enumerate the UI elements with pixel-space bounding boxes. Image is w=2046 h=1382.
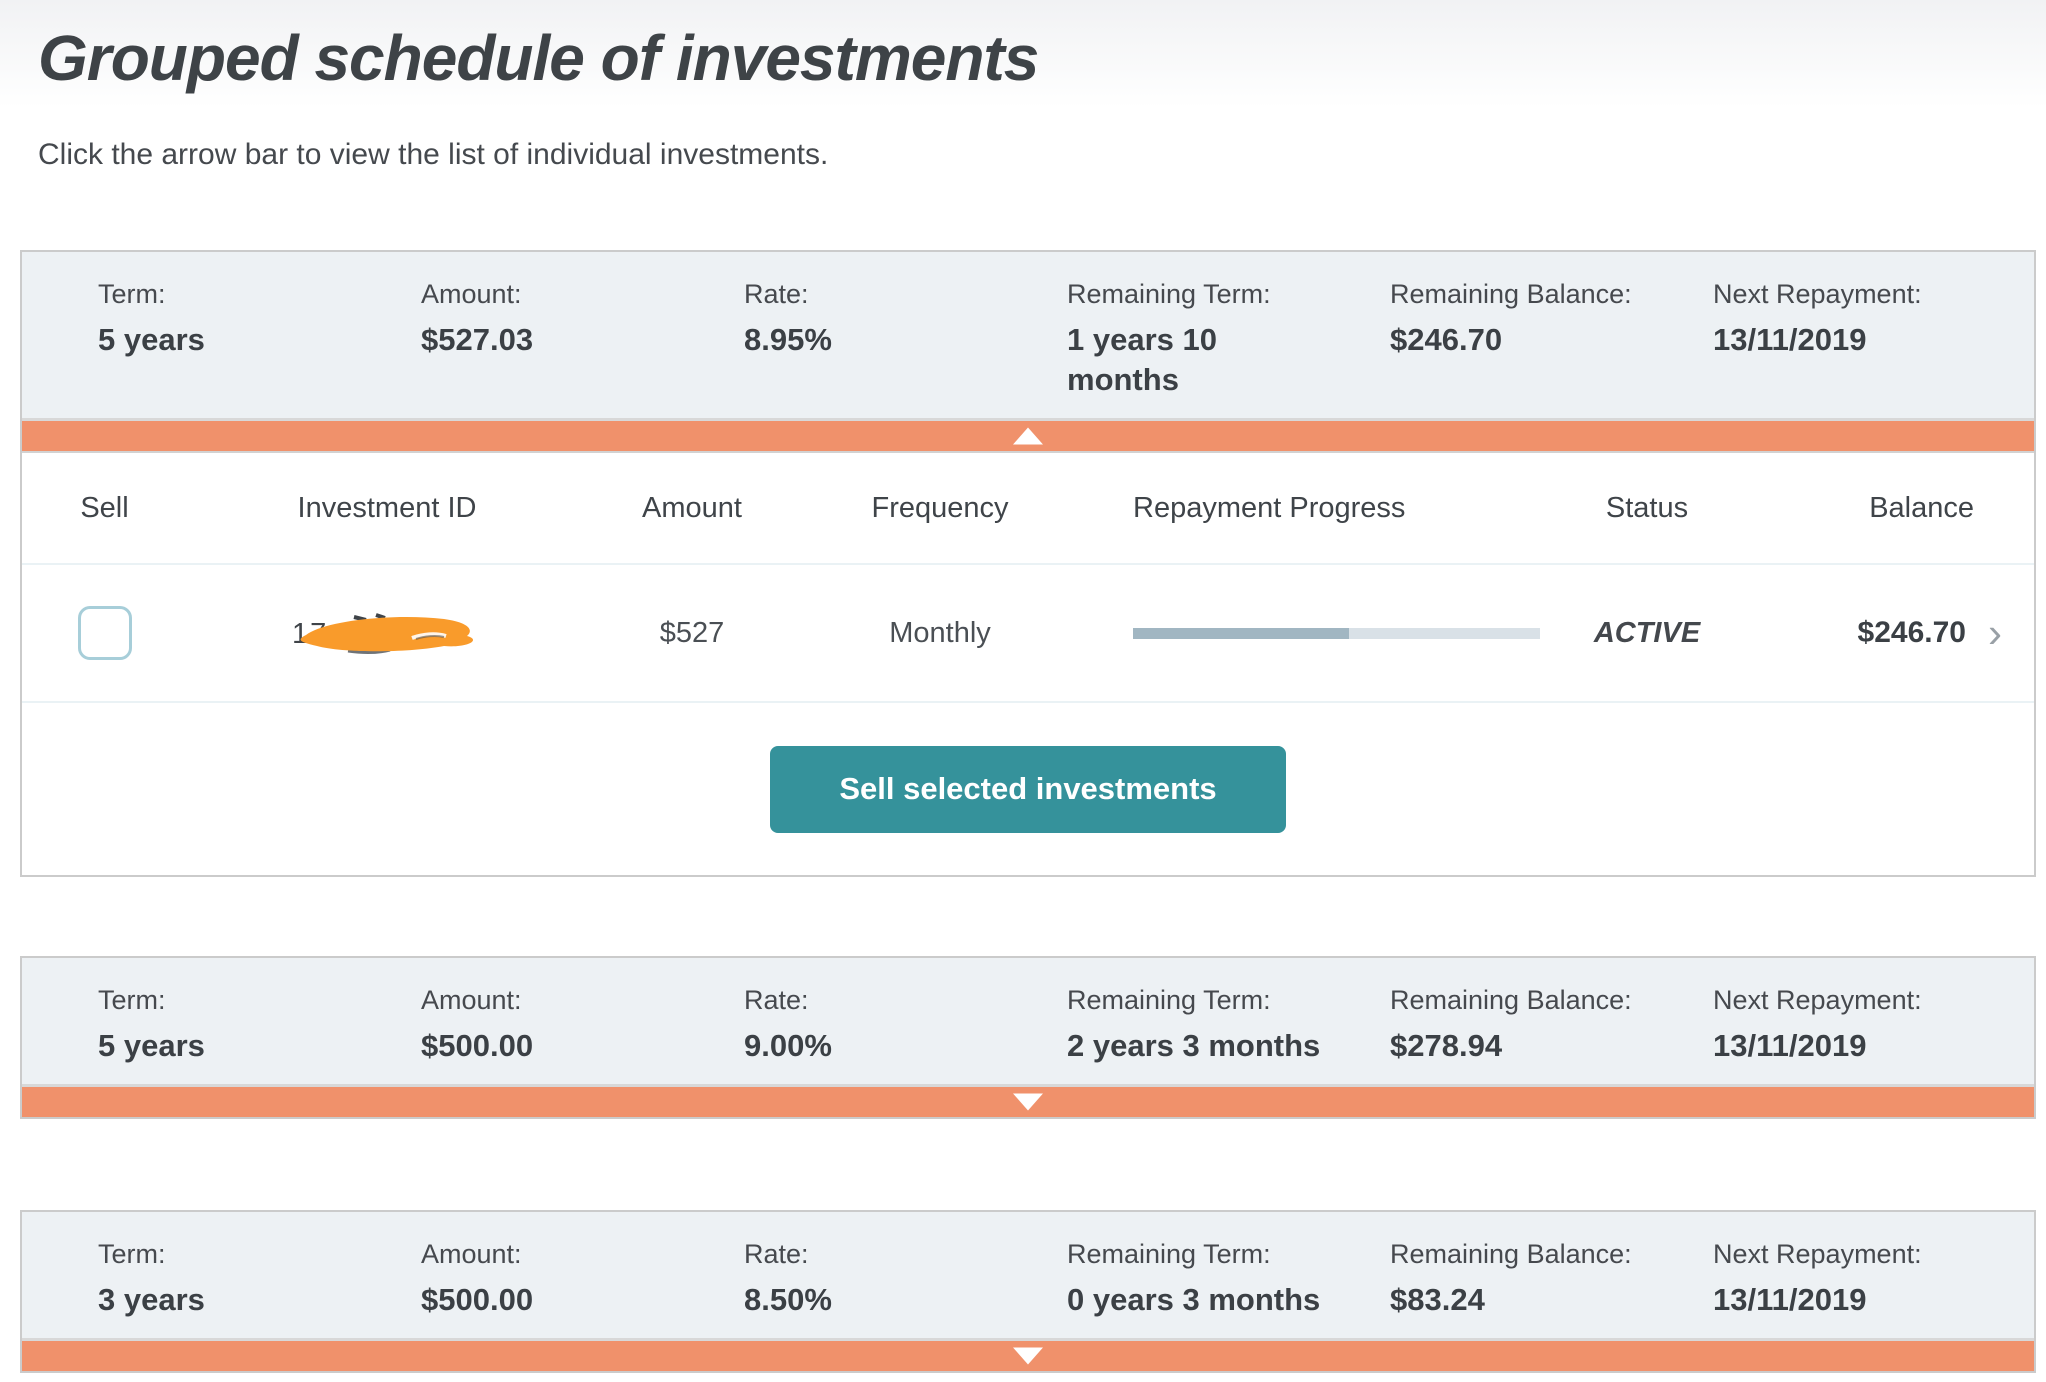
sell-button-row: Sell selected investments — [22, 703, 2034, 875]
expand-arrow-down-icon — [1013, 1093, 1043, 1111]
summary-rate: Rate: 8.50% — [744, 1238, 1067, 1320]
remaining-balance-label: Remaining Balance: — [1390, 1239, 1632, 1269]
group-1-collapse-bar[interactable] — [22, 418, 2034, 453]
rate-label: Rate: — [744, 985, 809, 1015]
col-header-amount: Amount — [642, 491, 742, 524]
summary-next-repayment: Next Repayment: 13/11/2019 — [1713, 984, 2036, 1066]
remaining-term-value: 1 years 10 months — [1067, 322, 1217, 397]
sell-cell — [42, 606, 167, 660]
summary-rate: Rate: 8.95% — [744, 278, 1067, 400]
summary-remaining-term: Remaining Term: 1 years 10 months — [1067, 278, 1390, 400]
collapse-arrow-up-icon — [1013, 427, 1043, 445]
chevron-right-icon[interactable]: › — [1988, 609, 2002, 657]
term-label: Term: — [98, 279, 166, 309]
remaining-balance-value: $83.24 — [1390, 1282, 1485, 1317]
summary-term: Term: 3 years — [98, 1238, 421, 1320]
remaining-term-label: Remaining Term: — [1067, 279, 1271, 309]
summary-next-repayment: Next Repayment: 13/11/2019 — [1713, 278, 2036, 400]
header-gradient — [0, 0, 2046, 108]
remaining-balance-value: $246.70 — [1390, 322, 1503, 357]
col-header-frequency: Frequency — [871, 491, 1009, 524]
summary-remaining-term: Remaining Term: 0 years 3 months — [1067, 1238, 1390, 1320]
summary-term: Term: 5 years — [98, 278, 421, 400]
sell-checkbox[interactable] — [77, 606, 132, 660]
page-title: Grouped schedule of investments — [38, 22, 1039, 94]
rate-value: 9.00% — [744, 1028, 832, 1063]
rate-label: Rate: — [744, 279, 809, 309]
next-repayment-label: Next Repayment: — [1713, 985, 1922, 1015]
summary-next-repayment: Next Repayment: 13/11/2019 — [1713, 1238, 2036, 1320]
term-value: 5 years — [98, 1028, 205, 1063]
amount-cell: $527 — [659, 616, 725, 649]
repayment-progress-bar — [1133, 627, 1540, 639]
expand-arrow-down-icon — [1013, 1347, 1043, 1365]
term-label: Term: — [98, 1239, 166, 1269]
summary-remaining-balance: Remaining Balance: $278.94 — [1390, 984, 1713, 1066]
redaction-scribble-icon — [300, 613, 474, 654]
amount-value: $500.00 — [421, 1028, 534, 1063]
investment-id-cell: 17 — [167, 610, 607, 656]
amount-label: Amount: — [421, 1239, 522, 1269]
remaining-balance-value: $278.94 — [1390, 1028, 1503, 1063]
status-badge: ACTIVE — [1593, 616, 1701, 649]
next-repayment-value: 13/11/2019 — [1713, 1028, 1867, 1063]
group-2-summary: Term: 5 years Amount: $500.00 Rate: 9.00… — [22, 958, 2034, 1084]
investment-group-2: Term: 5 years Amount: $500.00 Rate: 9.00… — [20, 956, 2036, 1119]
rate-label: Rate: — [744, 1239, 809, 1269]
group-1-summary: Term: 5 years Amount: $527.03 Rate: 8.95… — [22, 252, 2034, 418]
remaining-balance-label: Remaining Balance: — [1390, 985, 1632, 1015]
amount-label: Amount: — [421, 985, 522, 1015]
col-header-status: Status — [1605, 491, 1689, 524]
table-header-row: Sell Investment ID Amount Frequency Repa… — [22, 453, 2034, 565]
group-3-expand-bar[interactable] — [22, 1338, 2034, 1371]
summary-rate: Rate: 9.00% — [744, 984, 1067, 1066]
next-repayment-label: Next Repayment: — [1713, 1239, 1922, 1269]
remaining-term-value: 0 years 3 months — [1067, 1282, 1321, 1317]
summary-remaining-balance: Remaining Balance: $83.24 — [1390, 1238, 1713, 1320]
col-header-sell: Sell — [80, 491, 129, 524]
page-subtitle: Click the arrow bar to view the list of … — [38, 138, 829, 171]
repayment-progress-fill — [1133, 627, 1349, 639]
summary-term: Term: 5 years — [98, 984, 421, 1066]
summary-remaining-balance: Remaining Balance: $246.70 — [1390, 278, 1713, 400]
sell-selected-investments-button[interactable]: Sell selected investments — [770, 745, 1286, 833]
summary-amount: Amount: $500.00 — [421, 1238, 744, 1320]
col-header-investment-id: Investment ID — [297, 491, 477, 524]
summary-remaining-term: Remaining Term: 2 years 3 months — [1067, 984, 1390, 1066]
investment-id-redacted: 17 — [292, 610, 478, 656]
col-header-repayment-progress: Repayment Progress — [1133, 491, 1406, 524]
next-repayment-label: Next Repayment: — [1713, 279, 1922, 309]
term-value: 5 years — [98, 322, 205, 357]
investment-group-3: Term: 3 years Amount: $500.00 Rate: 8.50… — [20, 1210, 2036, 1373]
amount-value: $500.00 — [421, 1282, 534, 1317]
investment-group-1: Term: 5 years Amount: $527.03 Rate: 8.95… — [20, 250, 2036, 877]
remaining-term-label: Remaining Term: — [1067, 985, 1271, 1015]
rate-value: 8.50% — [744, 1282, 832, 1317]
table-row: 17 $527 Monthly — [22, 565, 2034, 703]
remaining-term-value: 2 years 3 months — [1067, 1028, 1321, 1063]
balance-value: $246.70 — [1857, 616, 1966, 649]
group-1-investments-table: Sell Investment ID Amount Frequency Repa… — [22, 453, 2034, 875]
col-header-balance: Balance — [1869, 491, 1974, 524]
amount-value: $527.03 — [421, 322, 534, 357]
group-2-expand-bar[interactable] — [22, 1084, 2034, 1117]
summary-amount: Amount: $500.00 — [421, 984, 744, 1066]
term-value: 3 years — [98, 1282, 205, 1317]
summary-amount: Amount: $527.03 — [421, 278, 744, 400]
group-3-summary: Term: 3 years Amount: $500.00 Rate: 8.50… — [22, 1212, 2034, 1338]
remaining-term-label: Remaining Term: — [1067, 1239, 1271, 1269]
frequency-cell: Monthly — [889, 616, 991, 649]
term-label: Term: — [98, 985, 166, 1015]
next-repayment-value: 13/11/2019 — [1713, 322, 1867, 357]
repayment-progress-cell — [1103, 627, 1577, 639]
balance-cell: $246.70 › — [1717, 609, 2014, 657]
next-repayment-value: 13/11/2019 — [1713, 1282, 1867, 1317]
amount-label: Amount: — [421, 279, 522, 309]
rate-value: 8.95% — [744, 322, 832, 357]
remaining-balance-label: Remaining Balance: — [1390, 279, 1632, 309]
